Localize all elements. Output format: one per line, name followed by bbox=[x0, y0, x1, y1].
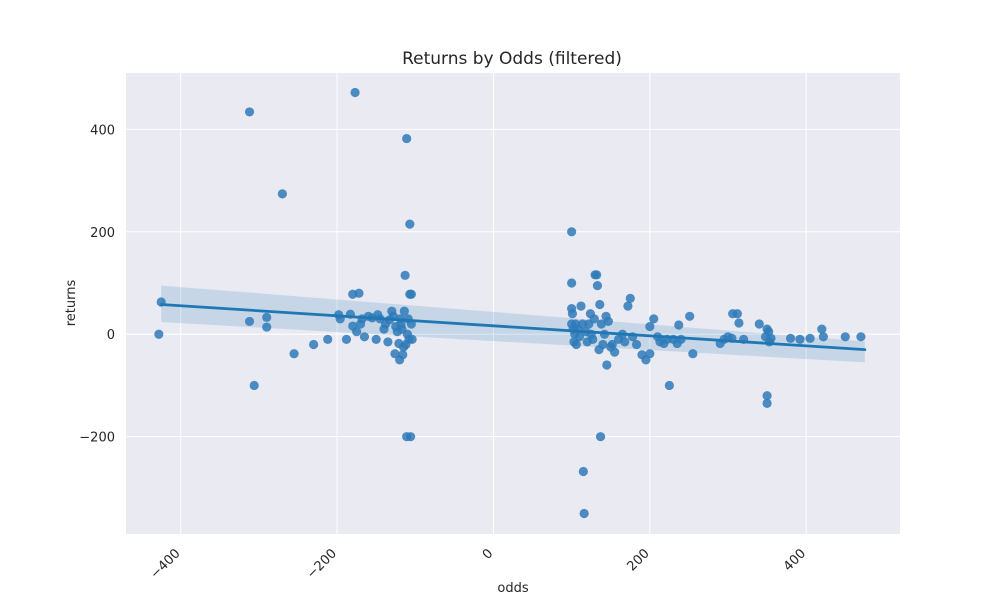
data-point bbox=[762, 391, 772, 401]
data-point bbox=[400, 270, 410, 280]
data-point bbox=[620, 337, 630, 347]
data-point bbox=[567, 227, 577, 237]
y-axis-label: returns bbox=[64, 280, 79, 327]
data-point bbox=[571, 339, 581, 350]
data-point bbox=[645, 349, 655, 359]
data-point bbox=[589, 314, 599, 324]
data-point bbox=[649, 314, 659, 324]
data-point bbox=[603, 316, 613, 327]
data-point bbox=[840, 332, 850, 342]
y-tick-label: 400 bbox=[90, 123, 115, 138]
x-axis-ticks: −400 −200 0 200 400 bbox=[148, 546, 809, 582]
x-tick-label: 200 bbox=[624, 546, 652, 574]
data-point bbox=[610, 347, 620, 357]
data-point bbox=[383, 337, 393, 347]
data-point bbox=[249, 380, 259, 391]
data-point bbox=[664, 380, 674, 391]
data-point bbox=[754, 319, 764, 329]
data-point bbox=[595, 299, 605, 310]
data-point bbox=[592, 280, 603, 291]
data-point bbox=[309, 339, 319, 350]
data-point bbox=[398, 350, 408, 360]
data-point bbox=[567, 278, 577, 288]
data-point bbox=[405, 432, 416, 442]
data-point bbox=[277, 189, 287, 199]
regression-line-layer bbox=[159, 303, 867, 352]
data-point bbox=[354, 288, 364, 298]
data-point bbox=[762, 398, 772, 408]
x-tick-label: −400 bbox=[148, 546, 184, 582]
data-point bbox=[592, 270, 602, 280]
y-axis-ticks: −200 0 200 400 bbox=[79, 123, 115, 445]
data-point bbox=[818, 332, 828, 342]
x-tick-label: −200 bbox=[304, 546, 340, 582]
data-point bbox=[623, 301, 633, 311]
data-point bbox=[371, 334, 381, 344]
data-point bbox=[399, 306, 409, 316]
chart-title: Returns by Odds (filtered) bbox=[402, 49, 622, 69]
data-point bbox=[631, 339, 642, 350]
data-point bbox=[262, 322, 272, 332]
data-point bbox=[574, 332, 585, 342]
data-point bbox=[856, 332, 866, 342]
data-point bbox=[405, 219, 415, 229]
data-point bbox=[576, 301, 586, 311]
y-tick-label: 200 bbox=[90, 226, 115, 241]
data-point bbox=[359, 332, 370, 342]
data-point bbox=[154, 329, 164, 339]
data-point bbox=[588, 334, 598, 344]
regression-line bbox=[159, 303, 867, 352]
data-point bbox=[734, 318, 744, 328]
data-point bbox=[596, 319, 606, 329]
data-point bbox=[732, 309, 742, 319]
y-tick-label: −200 bbox=[79, 431, 115, 446]
data-point bbox=[567, 309, 578, 319]
data-point bbox=[244, 107, 255, 117]
confidence-band bbox=[161, 285, 865, 363]
data-point bbox=[598, 339, 608, 350]
data-point bbox=[341, 334, 352, 344]
data-point bbox=[407, 334, 417, 344]
x-tick-label: 400 bbox=[781, 546, 809, 574]
data-point bbox=[785, 333, 796, 343]
data-point bbox=[406, 289, 416, 299]
data-point bbox=[402, 133, 412, 144]
data-point bbox=[262, 312, 272, 322]
data-point bbox=[685, 311, 695, 321]
data-point bbox=[602, 360, 612, 370]
data-point bbox=[352, 327, 362, 337]
data-point bbox=[579, 508, 589, 519]
data-point bbox=[323, 334, 333, 344]
data-point bbox=[595, 432, 606, 442]
confidence-band-layer bbox=[161, 285, 865, 363]
data-point bbox=[607, 339, 617, 350]
y-tick-label: 0 bbox=[107, 328, 115, 343]
x-tick-label: 0 bbox=[480, 546, 496, 562]
data-point bbox=[766, 333, 776, 343]
data-point bbox=[350, 87, 360, 98]
data-point bbox=[645, 321, 655, 332]
data-point bbox=[578, 466, 588, 477]
plot-area bbox=[126, 73, 900, 534]
data-point bbox=[795, 334, 805, 344]
data-point bbox=[625, 293, 635, 303]
data-point bbox=[289, 349, 299, 359]
data-point bbox=[244, 316, 255, 327]
data-point bbox=[805, 333, 815, 343]
data-point bbox=[817, 324, 827, 334]
x-axis-label: odds bbox=[497, 581, 528, 596]
data-point bbox=[688, 349, 698, 359]
data-point bbox=[674, 320, 684, 330]
